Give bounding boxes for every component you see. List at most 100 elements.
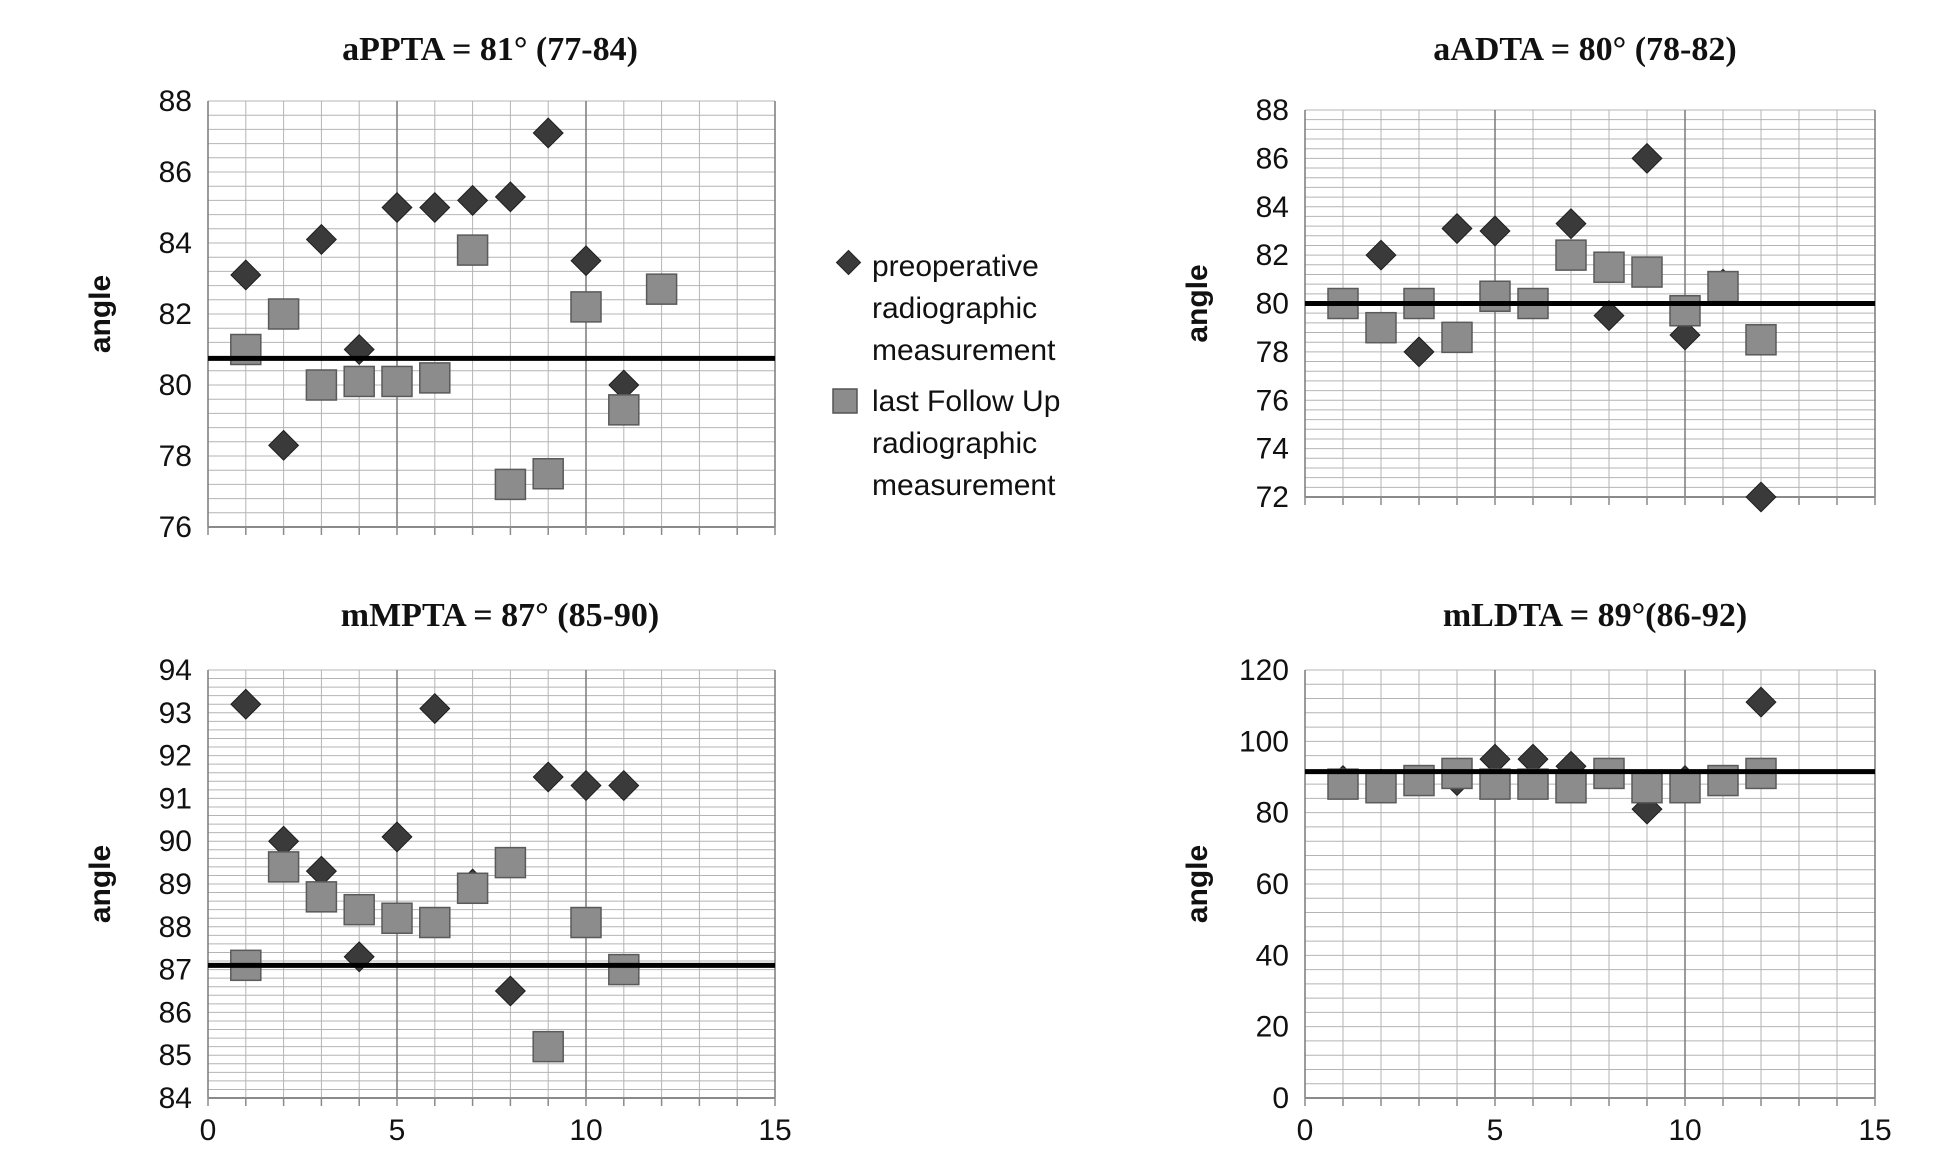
- x-tick-label: 0: [200, 1114, 217, 1147]
- y-tick-label: 78: [159, 440, 192, 473]
- chart-aADTA: aADTA = 80° (78-82) 88 86 84 82 80 78 76 74 72 ang…: [1181, 31, 1876, 514]
- post-point: [456, 872, 489, 905]
- series-last-follow-up: [1327, 757, 1777, 804]
- post-point: [1365, 771, 1397, 804]
- series-last-follow-up: [1327, 239, 1777, 356]
- y-tick-label: 20: [1256, 1011, 1289, 1044]
- chart-mMPTA: mMPTA = 87° (85-90) 94 93 92 91 90 89 88 87 86 85 8…: [84, 597, 792, 1147]
- post-point: [267, 298, 300, 330]
- post-point: [645, 273, 678, 305]
- gridlines: [1304, 669, 1876, 1099]
- y-tick-label: 76: [1256, 384, 1289, 417]
- legend-item-preoperative: preoperative radiographic measurement: [835, 249, 1056, 367]
- post-point: [381, 902, 413, 934]
- pre-point: [268, 429, 300, 461]
- y-tick-label: 80: [1256, 288, 1289, 321]
- pre-point: [532, 761, 564, 793]
- pre-point: [570, 245, 602, 277]
- post-point: [419, 362, 451, 394]
- y-tick-label: 60: [1256, 868, 1289, 901]
- pre-point: [532, 117, 564, 149]
- legend-pre-line-3: measurement: [872, 334, 1056, 367]
- chart-mLDTA: mLDTA = 89°(86-92) 120 100 80 60 40 20 00 5 10 15 a…: [1181, 597, 1892, 1147]
- chart-title: aPPTA = 81° (77-84): [342, 31, 638, 68]
- y-tick-label: 84: [1256, 191, 1289, 224]
- y-tick-label: 86: [159, 156, 192, 189]
- pre-point: [230, 259, 262, 291]
- post-point: [1555, 239, 1587, 271]
- post-point: [608, 953, 640, 986]
- y-tick-label: 72: [1256, 481, 1289, 514]
- post-point: [381, 365, 413, 398]
- y-tick-label: 80: [1256, 797, 1289, 830]
- series-preoperative: [230, 688, 640, 1007]
- x-tick-label: 10: [569, 1114, 602, 1147]
- pre-point: [1479, 215, 1511, 247]
- y-tick-label: 92: [159, 740, 192, 773]
- y-tick-label: 76: [159, 511, 192, 544]
- y-tick-label: 85: [159, 1039, 192, 1072]
- post-point: [532, 458, 564, 490]
- pre-point: [1403, 336, 1435, 368]
- pre-point: [1365, 239, 1397, 271]
- post-point: [1669, 295, 1701, 327]
- y-tick-label: 88: [159, 85, 192, 118]
- post-point: [608, 394, 640, 426]
- legend-post-line-2: radiographic: [872, 427, 1037, 460]
- square-marker-icon: [832, 388, 858, 414]
- pre-point: [457, 184, 489, 216]
- pre-point: [230, 688, 262, 720]
- y-tick-label: 100: [1239, 725, 1289, 758]
- legend-post-line-3: measurement: [872, 469, 1056, 502]
- y-tick-label: 89: [159, 868, 192, 901]
- post-point: [305, 369, 338, 401]
- pre-point: [419, 191, 451, 224]
- pre-point: [381, 191, 413, 224]
- x-tick-label: 5: [1487, 1114, 1504, 1147]
- legend-post-line-1: last Follow Up: [872, 385, 1060, 418]
- y-tick-label: 74: [1256, 433, 1289, 466]
- post-point: [419, 906, 451, 939]
- pre-point: [1669, 319, 1701, 351]
- post-point: [1593, 251, 1625, 283]
- post-point: [1441, 321, 1473, 354]
- post-point: [1631, 256, 1663, 288]
- y-tick-label: 120: [1239, 654, 1289, 687]
- post-point: [570, 291, 602, 323]
- pre-point: [305, 855, 337, 887]
- y-tick-label: 91: [159, 782, 192, 815]
- post-point: [343, 893, 375, 926]
- post-point: [1745, 324, 1777, 356]
- y-tick-label: 0: [1272, 1082, 1289, 1115]
- post-point: [1669, 771, 1701, 804]
- y-tick-label: 88: [159, 911, 192, 944]
- series-last-follow-up: [230, 234, 678, 501]
- chart-aPPTA: aPPTA = 81° (77-84) 88 86 84 82 80 78 76 angle: [84, 31, 776, 544]
- pre-point: [1631, 142, 1663, 174]
- y-tick-label: 93: [159, 697, 192, 730]
- post-point: [570, 906, 602, 939]
- y-tick-label: 94: [159, 654, 192, 687]
- series-last-follow-up: [230, 846, 640, 1063]
- post-point: [1365, 311, 1397, 344]
- y-tick-label: 90: [159, 825, 192, 858]
- pre-point: [494, 181, 526, 213]
- post-point: [267, 851, 300, 883]
- diamond-marker-icon: [835, 249, 862, 276]
- post-point: [1555, 771, 1587, 804]
- pre-point: [305, 223, 337, 256]
- pre-point: [1555, 208, 1587, 240]
- pre-point: [1441, 212, 1473, 245]
- pre-point: [608, 770, 640, 802]
- pre-point: [1479, 743, 1511, 775]
- chart-title: aADTA = 80° (78-82): [1433, 31, 1736, 68]
- pre-point: [1745, 481, 1777, 513]
- post-point: [1479, 280, 1511, 312]
- pre-point: [419, 692, 451, 725]
- post-point: [1631, 771, 1663, 804]
- legend: preoperative radiographic measurement la…: [832, 249, 1060, 502]
- y-axis-label: angle: [1181, 264, 1214, 342]
- y-tick-label: 80: [159, 369, 192, 402]
- post-point: [494, 468, 527, 501]
- pre-point: [570, 770, 602, 802]
